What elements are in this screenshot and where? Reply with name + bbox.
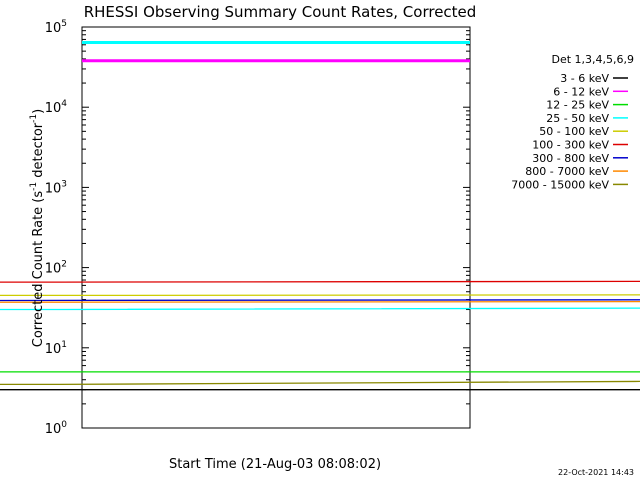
y-tick-exponent: 4: [61, 99, 67, 109]
legend-label: 6 - 12 keV: [553, 85, 609, 98]
chart-title: RHESSI Observing Summary Count Rates, Co…: [84, 3, 477, 21]
y-label-text-2: detector: [31, 122, 46, 182]
legend-label: 3 - 6 keV: [560, 72, 609, 85]
y-tick-label: 101: [45, 340, 67, 357]
y-axis-label: Corrected Count Rate (s-1 detector-1): [29, 109, 46, 347]
y-tick-base: 10: [45, 342, 62, 357]
y-label-sup-2: -1: [29, 114, 39, 123]
y-tick-base: 10: [45, 422, 62, 437]
legend-label: 25 - 50 keV: [546, 112, 609, 125]
y-tick-base: 10: [45, 262, 62, 277]
y-tick-label: 103: [45, 179, 67, 196]
plot-area: NA3A1A0F: [0, 26, 640, 429]
y-tick-base: 10: [45, 101, 62, 116]
y-tick-base: 10: [45, 181, 62, 196]
y-tick-exponent: 1: [61, 340, 67, 350]
legend-label: 50 - 100 keV: [539, 125, 609, 138]
y-tick-exponent: 0: [61, 420, 67, 430]
y-tick-base: 10: [45, 21, 62, 36]
flag-bars: NA3A1A0F: [82, 41, 470, 63]
y-tick-exponent: 3: [61, 179, 67, 189]
legend-label: 12 - 25 keV: [546, 99, 609, 112]
y-tick-label: 104: [45, 99, 68, 116]
y-label-text-3: ): [31, 109, 46, 114]
y-label-text-1: Corrected Count Rate (s: [31, 191, 46, 348]
detectors-label: Det 1,3,4,5,6,9: [551, 53, 634, 66]
plot-frame: [81, 26, 471, 429]
y-label-sup-1: -1: [29, 182, 39, 191]
series-line: [0, 299, 640, 302]
legend-label: 300 - 800 keV: [532, 152, 609, 165]
x-axis-label: Start Time (21-Aug-03 08:08:02): [169, 457, 381, 472]
y-tick-exponent: 2: [61, 260, 67, 270]
legend-label: 7000 - 15000 keV: [511, 178, 609, 191]
legend-label: 100 - 300 keV: [532, 139, 609, 152]
y-tick-exponent: 5: [61, 19, 67, 29]
series-line: [0, 380, 640, 386]
legend-label: 800 - 7000 keV: [525, 165, 609, 178]
series-line: [0, 371, 640, 373]
y-tick-label: 105: [45, 19, 67, 36]
y-tick-label: 100: [45, 420, 68, 437]
footer-date: 22-Oct-2021 14:43: [558, 468, 634, 477]
y-tick-label: 102: [45, 260, 67, 277]
